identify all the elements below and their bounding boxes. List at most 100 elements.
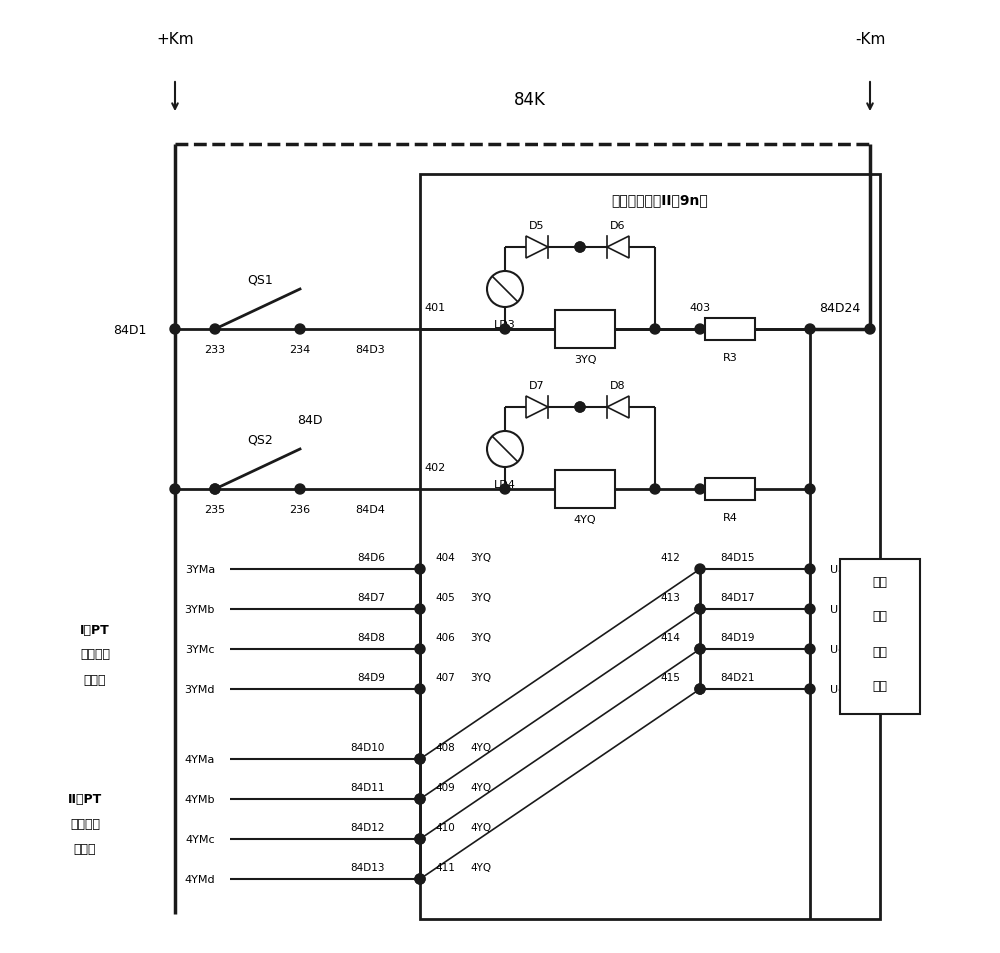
Text: 401: 401 <box>424 303 446 313</box>
Text: 84D6: 84D6 <box>357 553 385 562</box>
Circle shape <box>415 874 425 884</box>
Circle shape <box>415 834 425 844</box>
Circle shape <box>210 484 220 495</box>
Circle shape <box>695 684 705 695</box>
Text: 3YQ: 3YQ <box>574 355 596 365</box>
Text: R4: R4 <box>723 513 737 522</box>
Text: Ud': Ud' <box>830 684 848 695</box>
Circle shape <box>500 484 510 495</box>
Text: 4YMb: 4YMb <box>185 794 215 804</box>
Text: 计量: 计量 <box>872 645 888 658</box>
Text: QS2: QS2 <box>247 433 273 446</box>
Circle shape <box>575 243 585 253</box>
Text: 84D7: 84D7 <box>357 593 385 602</box>
Text: +Km: +Km <box>156 32 194 48</box>
Text: 235: 235 <box>204 504 226 515</box>
Text: Uc': Uc' <box>830 644 847 655</box>
Circle shape <box>500 325 510 335</box>
Text: 3YMa: 3YMa <box>185 564 215 575</box>
Text: 计量电压: 计量电压 <box>80 648 110 660</box>
Bar <box>555 311 615 349</box>
Text: 412: 412 <box>660 553 680 562</box>
Circle shape <box>805 684 815 695</box>
Text: 84D8: 84D8 <box>357 633 385 642</box>
Text: 406: 406 <box>435 633 455 642</box>
Circle shape <box>575 402 585 413</box>
Text: 后的: 后的 <box>872 610 888 623</box>
Text: 3YQ: 3YQ <box>470 593 491 602</box>
Circle shape <box>695 484 705 495</box>
Circle shape <box>295 484 305 495</box>
Text: 切换: 切换 <box>872 575 888 588</box>
Circle shape <box>415 604 425 615</box>
Text: 4YQ: 4YQ <box>470 782 491 792</box>
Text: 84D13: 84D13 <box>351 862 385 872</box>
Circle shape <box>805 325 815 335</box>
Text: 84D11: 84D11 <box>351 782 385 792</box>
Text: 409: 409 <box>435 782 455 792</box>
Circle shape <box>415 684 425 695</box>
Text: 4YQ: 4YQ <box>574 515 596 524</box>
Text: 413: 413 <box>660 593 680 602</box>
Text: 84D19: 84D19 <box>720 633 755 642</box>
Text: 3YQ: 3YQ <box>470 672 491 682</box>
Bar <box>840 559 920 714</box>
Text: 3YQ: 3YQ <box>470 553 491 562</box>
Text: 84D15: 84D15 <box>720 553 755 562</box>
Text: 3YQ: 3YQ <box>470 633 491 642</box>
Circle shape <box>805 564 815 575</box>
Bar <box>705 318 755 340</box>
Text: 410: 410 <box>435 822 455 832</box>
Circle shape <box>865 325 875 335</box>
Circle shape <box>695 684 705 695</box>
Circle shape <box>487 432 523 468</box>
Circle shape <box>650 484 660 495</box>
Text: II母PT: II母PT <box>68 793 102 805</box>
Text: 3YMc: 3YMc <box>186 644 215 655</box>
Polygon shape <box>607 396 629 418</box>
Circle shape <box>415 834 425 844</box>
Text: -Km: -Km <box>855 32 885 48</box>
Text: 电压: 电压 <box>872 679 888 693</box>
Text: 407: 407 <box>435 672 455 682</box>
Circle shape <box>415 794 425 804</box>
Text: QS1: QS1 <box>247 274 273 286</box>
Circle shape <box>805 604 815 615</box>
Circle shape <box>695 644 705 655</box>
Circle shape <box>415 874 425 884</box>
Text: Ub': Ub' <box>830 604 848 615</box>
Text: 84D: 84D <box>297 413 323 426</box>
Circle shape <box>415 754 425 764</box>
Text: D7: D7 <box>529 380 545 391</box>
Text: 415: 415 <box>660 672 680 682</box>
Text: R3: R3 <box>723 353 737 363</box>
Circle shape <box>170 484 180 495</box>
Text: 4YMd: 4YMd <box>184 874 215 884</box>
Text: D8: D8 <box>610 380 626 391</box>
Circle shape <box>295 325 305 335</box>
Polygon shape <box>526 396 548 418</box>
Text: 411: 411 <box>435 862 455 872</box>
Bar <box>420 174 880 919</box>
Text: 414: 414 <box>660 633 680 642</box>
Text: 234: 234 <box>289 345 311 355</box>
Circle shape <box>695 564 705 575</box>
Text: I母PT: I母PT <box>80 623 110 636</box>
Text: 405: 405 <box>435 593 455 602</box>
Circle shape <box>415 794 425 804</box>
Circle shape <box>695 604 705 615</box>
Circle shape <box>210 484 220 495</box>
Text: LD4: LD4 <box>494 479 516 490</box>
Text: 84D1: 84D1 <box>113 323 147 336</box>
Text: 4YQ: 4YQ <box>470 822 491 832</box>
Text: 3YMb: 3YMb <box>185 604 215 615</box>
Text: 4YQ: 4YQ <box>470 742 491 752</box>
Circle shape <box>415 564 425 575</box>
Polygon shape <box>526 236 548 258</box>
Circle shape <box>575 243 585 253</box>
Text: 84D9: 84D9 <box>357 672 385 682</box>
Text: 84D4: 84D4 <box>355 504 385 515</box>
Text: 84D12: 84D12 <box>351 822 385 832</box>
Circle shape <box>415 754 425 764</box>
Circle shape <box>650 325 660 335</box>
